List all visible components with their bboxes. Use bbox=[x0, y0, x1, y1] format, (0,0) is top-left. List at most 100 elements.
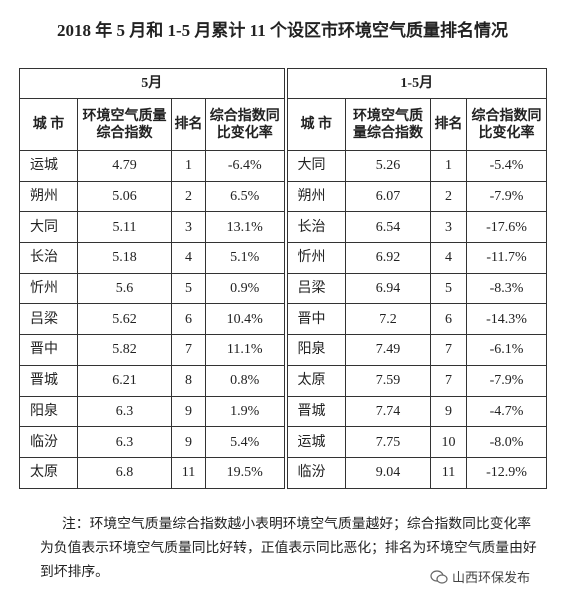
table-cell: 10.4% bbox=[205, 303, 288, 336]
table-cell: 太原 bbox=[285, 364, 346, 397]
table-cell: 5.1% bbox=[205, 242, 288, 274]
table-cell: -8.3% bbox=[466, 272, 547, 305]
table-cell: 1 bbox=[171, 150, 206, 182]
table-cell: 6.54 bbox=[345, 211, 431, 244]
table-cell: 长治 bbox=[19, 242, 78, 274]
table-row: 朔州 5.06 2 6.5% 朔州 6.07 2 -7.9% bbox=[19, 180, 547, 213]
table-cell: -8.0% bbox=[466, 426, 547, 458]
column-header: 环境空气质量综合指数 bbox=[345, 98, 431, 151]
table-cell: 6 bbox=[171, 303, 206, 336]
table-cell: 6.8 bbox=[77, 456, 172, 489]
table-cell: 5.11 bbox=[77, 211, 172, 244]
column-header: 综合指数同比变化率 bbox=[205, 98, 288, 151]
table-cell: 晋城 bbox=[19, 364, 78, 397]
table-cell: 临汾 bbox=[285, 456, 346, 489]
table-row: 晋城 6.21 8 0.8% 太原 7.59 7 -7.9% bbox=[19, 364, 547, 397]
column-header: 城 市 bbox=[19, 98, 78, 151]
table-cell: 0.8% bbox=[205, 364, 288, 397]
column-header: 环境空气质量综合指数 bbox=[77, 98, 172, 151]
table-cell: 6.92 bbox=[345, 242, 431, 274]
table-cell: 9.04 bbox=[345, 456, 431, 489]
column-header: 排名 bbox=[171, 98, 206, 151]
table-cell: 5.18 bbox=[77, 242, 172, 274]
note: 注：环境空气质量综合指数越小表明环境空气质量越好；综合指数同比变化率为负值表示环… bbox=[40, 516, 537, 579]
table-row: 阳泉 6.3 9 1.9% 晋城 7.74 9 -4.7% bbox=[19, 395, 547, 428]
table-cell: 11 bbox=[171, 456, 206, 489]
table-cell: 1 bbox=[430, 150, 467, 182]
table-cell: 5.82 bbox=[77, 334, 172, 366]
column-header: 城 市 bbox=[285, 98, 346, 151]
table-cell: 5.06 bbox=[77, 180, 172, 213]
table-cell: 1.9% bbox=[205, 395, 288, 428]
table-cell: 长治 bbox=[285, 211, 346, 244]
table-row: 忻州 5.6 5 0.9% 吕梁 6.94 5 -8.3% bbox=[19, 272, 547, 305]
table-cell: 5 bbox=[430, 272, 467, 305]
table-cell: 0.9% bbox=[205, 272, 288, 305]
table-cell: 阳泉 bbox=[285, 334, 346, 366]
watermark-text: 山西环保发布 bbox=[452, 570, 531, 585]
table-cell: 6.07 bbox=[345, 180, 431, 213]
table-row: 大同 5.11 3 13.1% 长治 6.54 3 -17.6% bbox=[19, 211, 547, 244]
table-cell: 7.2 bbox=[345, 303, 431, 336]
table-cell: -7.9% bbox=[466, 364, 547, 397]
table-row: 运城 4.79 1 -6.4% 大同 5.26 1 -5.4% bbox=[19, 150, 547, 182]
table-cell: 10 bbox=[430, 426, 467, 458]
table-cell: 8 bbox=[171, 364, 206, 397]
table-cell: 忻州 bbox=[285, 242, 346, 274]
table-cell: -11.7% bbox=[466, 242, 547, 274]
table-cell: 7.75 bbox=[345, 426, 431, 458]
table-cell: 6.21 bbox=[77, 364, 172, 397]
table-cell: 晋中 bbox=[19, 334, 78, 366]
table-cell: 7 bbox=[430, 364, 467, 397]
table-cell: 朔州 bbox=[19, 180, 78, 213]
table-cell: 太原 bbox=[19, 456, 78, 489]
group-header: 1-5月 bbox=[285, 68, 547, 99]
table-cell: 2 bbox=[430, 180, 467, 213]
title: 2018 年 5 月和 1-5 月累计 11 个设区市环境空气质量排名情况 bbox=[57, 21, 508, 40]
table-cell: 7.59 bbox=[345, 364, 431, 397]
table-cell: -17.6% bbox=[466, 211, 547, 244]
table-cell: 5.4% bbox=[205, 426, 288, 458]
table-cell: 5 bbox=[171, 272, 206, 305]
group-header: 5月 bbox=[19, 68, 288, 99]
table-cell: 7 bbox=[171, 334, 206, 366]
table-cell: 朔州 bbox=[285, 180, 346, 213]
table-cell: 9 bbox=[171, 426, 206, 458]
column-header: 排名 bbox=[430, 98, 467, 151]
table-cell: 9 bbox=[430, 395, 467, 428]
table-cell: 6.94 bbox=[345, 272, 431, 305]
table-cell: 阳泉 bbox=[19, 395, 78, 428]
wechat-icon bbox=[430, 569, 448, 584]
table-cell: 5.62 bbox=[77, 303, 172, 336]
ranking-table: 5月 1-5月城 市环境空气质量综合指数 排名 综合指数同比变化率城 市环境空气质量综… bbox=[19, 68, 547, 489]
group-header-row: 5月 1-5月 bbox=[19, 68, 547, 99]
table-cell: 9 bbox=[171, 395, 206, 428]
table-cell: 6.3 bbox=[77, 395, 172, 428]
table-cell: 3 bbox=[171, 211, 206, 244]
table-cell: 吕梁 bbox=[285, 272, 346, 305]
table-cell: 4.79 bbox=[77, 150, 172, 182]
column-header: 综合指数同比变化率 bbox=[466, 98, 547, 151]
table-cell: 7.74 bbox=[345, 395, 431, 428]
table-row: 晋中 5.82 7 11.1% 阳泉 7.49 7 -6.1% bbox=[19, 334, 547, 366]
table-cell: 忻州 bbox=[19, 272, 78, 305]
table-cell: 3 bbox=[430, 211, 467, 244]
table-cell: 临汾 bbox=[19, 426, 78, 458]
table-cell: 11.1% bbox=[205, 334, 288, 366]
table-cell: 6.3 bbox=[77, 426, 172, 458]
table-cell: 7.49 bbox=[345, 334, 431, 366]
table-cell: 6.5% bbox=[205, 180, 288, 213]
table-cell: 5.6 bbox=[77, 272, 172, 305]
column-header-row: 城 市环境空气质量综合指数 排名 综合指数同比变化率城 市环境空气质量综合指数 排名综… bbox=[19, 98, 547, 151]
table-cell: 晋城 bbox=[285, 395, 346, 428]
table-cell: -6.4% bbox=[205, 150, 288, 182]
table-cell: 吕梁 bbox=[19, 303, 78, 336]
table-cell: 2 bbox=[171, 180, 206, 213]
table-cell: 19.5% bbox=[205, 456, 288, 489]
table-cell: 运城 bbox=[285, 426, 346, 458]
table-cell: 晋中 bbox=[285, 303, 346, 336]
table-cell: 11 bbox=[430, 456, 467, 489]
table-cell: -4.7% bbox=[466, 395, 547, 428]
table-cell: 5.26 bbox=[345, 150, 431, 182]
